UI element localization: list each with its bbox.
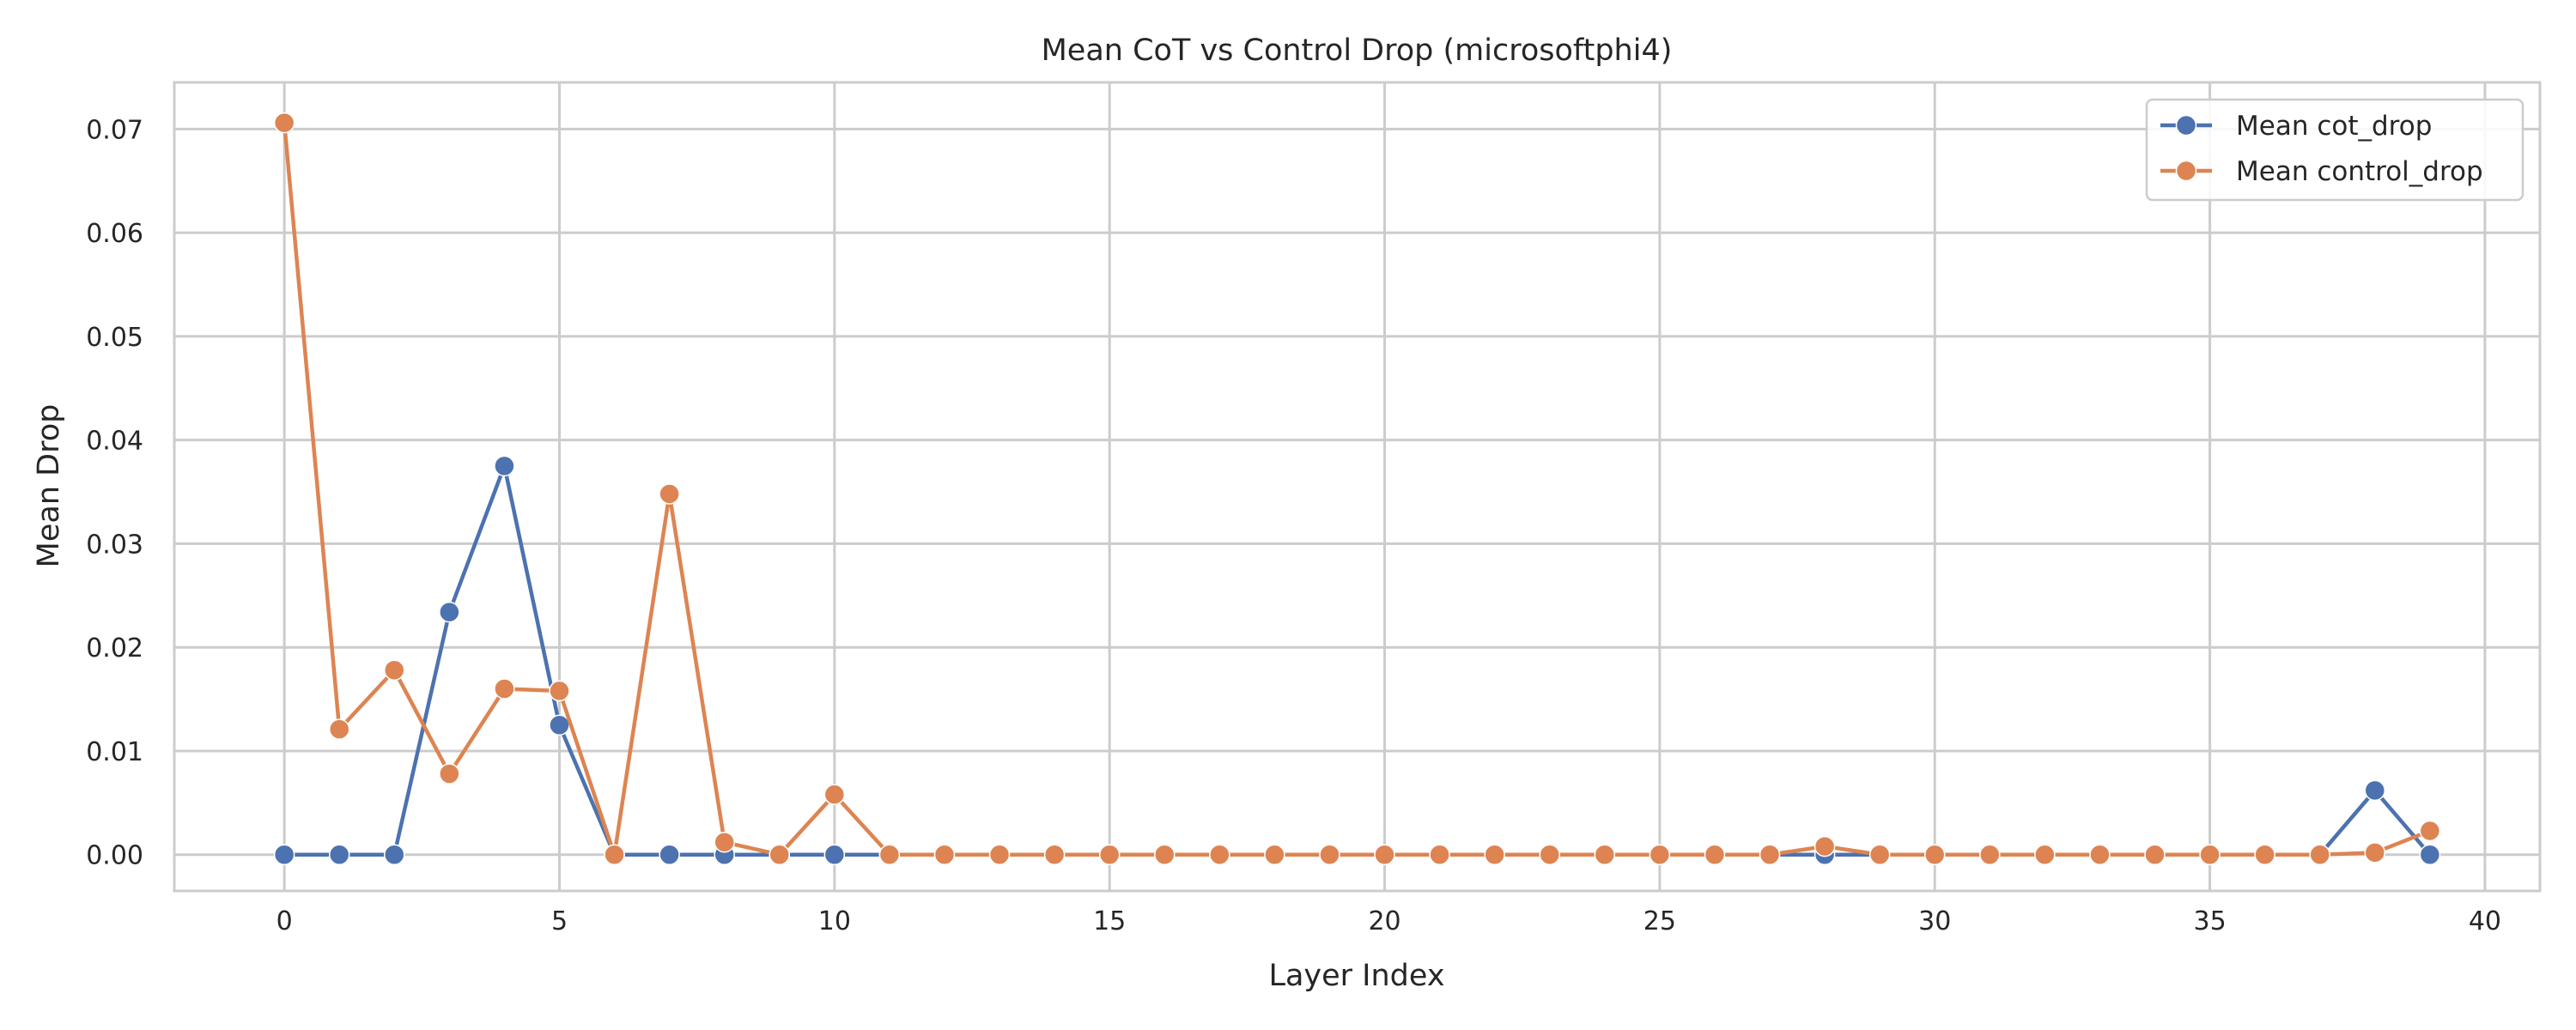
data-point [494, 678, 515, 700]
legend-box [2145, 98, 2524, 202]
series-2 [273, 112, 2441, 865]
data-point [2419, 844, 2441, 865]
x-tick-label: 35 [2193, 906, 2226, 936]
data-point [328, 844, 350, 865]
plot-frame [173, 81, 2542, 893]
chart-title: Mean CoT vs Control Drop (microsoftphi4) [1042, 33, 1673, 68]
data-point [1098, 844, 1121, 865]
y-tick-label: 0.07 [86, 115, 143, 145]
legend-marker [2175, 114, 2197, 136]
data-point [1759, 844, 1781, 865]
data-point [659, 483, 680, 505]
data-point [384, 659, 405, 682]
data-point [2034, 844, 2056, 865]
data-point [2254, 844, 2275, 865]
data-point [439, 601, 460, 623]
x-tick-label: 10 [818, 906, 851, 936]
data-point [549, 714, 570, 736]
data-point [384, 844, 405, 865]
legend-item: Mean control_drop [2160, 156, 2483, 187]
data-point [273, 844, 295, 865]
legend: Mean cot_drop Mean control_drop [2145, 98, 2524, 202]
data-point [714, 831, 735, 853]
y-tick-label: 0.03 [86, 530, 143, 560]
data-point [769, 844, 791, 865]
y-tick-label: 0.05 [86, 323, 143, 353]
data-point [988, 844, 1011, 865]
y-axis-title: Mean Drop [32, 404, 66, 568]
data-point [1649, 844, 1671, 865]
data-point [1043, 844, 1066, 865]
y-tick-label: 0.02 [86, 633, 143, 663]
data-point [1814, 835, 1836, 857]
y-tick-label: 0.00 [86, 841, 143, 871]
legend-item: Mean cot_drop [2160, 111, 2432, 142]
data-point [1868, 844, 1891, 865]
data-point [1209, 844, 1230, 865]
x-tick-label: 40 [2469, 906, 2501, 936]
x-tick-label: 20 [1368, 906, 1400, 936]
data-point [1319, 844, 1340, 865]
data-point [273, 112, 295, 134]
legend-marker [2175, 160, 2197, 182]
data-point [494, 455, 515, 477]
tick-labels: 0 5 10 15 20 25 30 35 40 0.00 0.01 0.02 0.03 0.04 0.05… [86, 115, 2501, 936]
data-point [823, 844, 846, 865]
data-point [328, 718, 350, 740]
data-point [439, 763, 460, 785]
legend-label: Mean cot_drop [2236, 111, 2432, 142]
data-point [2144, 844, 2166, 865]
data-point [604, 844, 625, 865]
series-line [282, 120, 2433, 857]
data-point [2199, 844, 2221, 865]
x-tick-label: 0 [276, 906, 293, 936]
data-point [2309, 844, 2330, 865]
y-tick-label: 0.04 [86, 427, 143, 457]
data-point [2364, 779, 2386, 802]
data-point [1594, 844, 1616, 865]
data-point [823, 784, 846, 805]
data-point [549, 680, 570, 702]
data-point [1923, 844, 1946, 865]
data-point [933, 844, 956, 865]
x-tick-label: 5 [551, 906, 568, 936]
data-point [2089, 844, 2111, 865]
data-point [659, 844, 680, 865]
x-axis-title: Layer Index [1268, 959, 1444, 993]
data-point [1264, 844, 1285, 865]
data-point [878, 844, 901, 865]
legend-label: Mean control_drop [2236, 156, 2483, 187]
data-point [1484, 844, 1505, 865]
data-point [1704, 844, 1726, 865]
data-point [1429, 844, 1450, 865]
x-tick-label: 15 [1093, 906, 1126, 936]
data-point [1374, 844, 1395, 865]
x-tick-label: 25 [1643, 906, 1676, 936]
series [273, 112, 2441, 865]
data-point [2364, 842, 2386, 863]
data-point [2419, 820, 2441, 842]
data-point [1979, 844, 2001, 865]
data-point [1539, 844, 1560, 865]
x-tick-label: 30 [1918, 906, 1951, 936]
y-tick-label: 0.06 [86, 219, 143, 249]
y-tick-label: 0.01 [86, 737, 143, 767]
data-point [1154, 844, 1176, 865]
